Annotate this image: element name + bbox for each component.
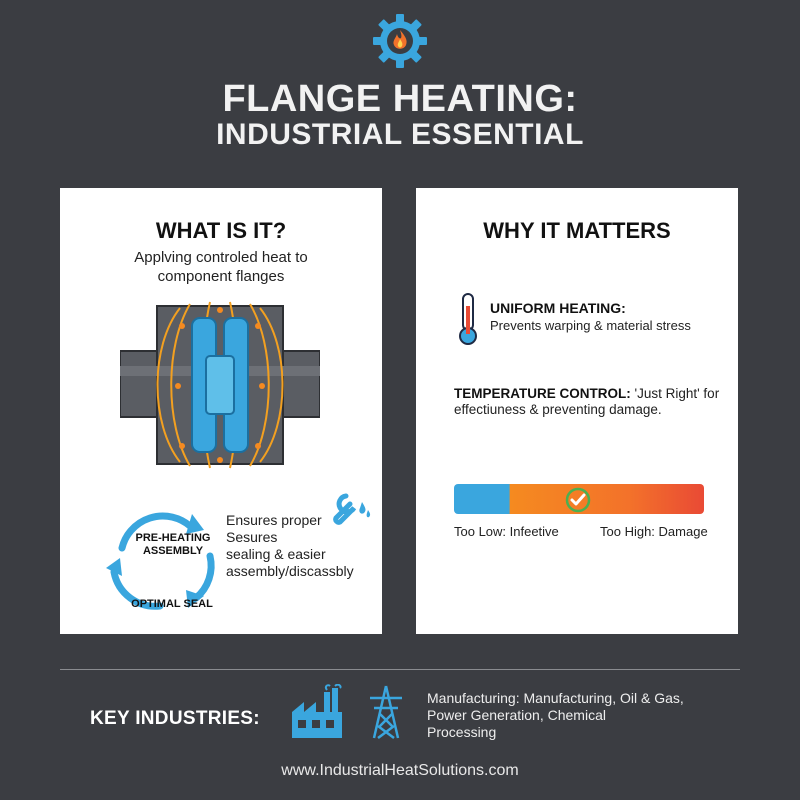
cycle-top-line2: ASSEMBLY	[142, 545, 204, 557]
uniform-heating-description: Prevents warping & material stress	[490, 318, 691, 333]
key-industries-label: KEY INDUSTRIES:	[90, 708, 260, 729]
heated-flange-illustration	[120, 301, 320, 469]
ensures-line3: sealing & easier	[226, 546, 326, 562]
what-is-it-card: WHAT IS IT? Applving controled heat to c…	[60, 188, 382, 634]
cycle-top-line1: PRE-HEATING	[135, 532, 211, 544]
key-industries-text: Manufacturing: Manufacturing, Oil & Gas,…	[427, 690, 747, 741]
section-divider	[60, 669, 740, 670]
industries-line1: Manufacturing: Manufacturing, Oil & Gas,	[427, 690, 684, 706]
description-line1: Applving controled heat to	[134, 249, 308, 266]
check-circle-icon	[565, 487, 591, 513]
factory-icon	[292, 684, 342, 738]
bar-low-label: Too Low: Infeetive	[454, 524, 559, 539]
what-is-it-description: Applving controled heat to component fla…	[60, 248, 382, 286]
temperature-control-desc-line1: 'Just Right' for	[630, 386, 720, 401]
footer-url[interactable]: www.IndustrialHeatSolutions.com	[281, 762, 519, 779]
cycle-arrows-icon	[106, 512, 215, 610]
description-line2: component flanges	[157, 268, 285, 285]
industries-line2: Power Generation, Chemical	[427, 707, 606, 723]
bar-high-label: Too High: Damage	[600, 524, 708, 539]
page-title-line1: FLANGE HEATING:	[222, 78, 578, 120]
why-it-matters-heading: WHY IT MATTERS	[483, 218, 671, 243]
ensures-text: Ensures proper Sesures sealing & easier …	[226, 512, 386, 580]
why-it-matters-card: WHY IT MATTERS UNIFORM HEATING: Prevents…	[416, 188, 738, 634]
cycle-label-bottom: OPTIMAL SEAL	[131, 598, 213, 610]
page-title-line2: INDUSTRIAL ESSENTIAL	[216, 118, 584, 151]
what-is-it-heading: WHAT IS IT?	[155, 218, 287, 243]
temperature-control-desc-line2: effectiuness & preventing damage.	[454, 402, 662, 417]
cycle-label-top: PRE-HEATING ASSEMBLY	[118, 532, 228, 558]
power-tower-icon	[370, 685, 402, 739]
ensures-line1: Ensures proper	[226, 512, 322, 528]
wrench-droplet-icon	[333, 493, 371, 525]
uniform-heating-title: UNIFORM HEATING:	[490, 300, 626, 316]
ensures-line4: assembly/discassbly	[226, 563, 354, 579]
industries-line3: Processing	[427, 724, 497, 740]
gear-flame-icon	[373, 14, 427, 68]
ensures-line2: Sesures	[226, 529, 278, 545]
temperature-control-title: TEMPERATURE CONTROL:	[454, 386, 631, 401]
temperature-control-text: TEMPERATURE CONTROL: 'Just Right' for ef…	[454, 386, 754, 418]
thermometer-icon	[459, 293, 477, 345]
